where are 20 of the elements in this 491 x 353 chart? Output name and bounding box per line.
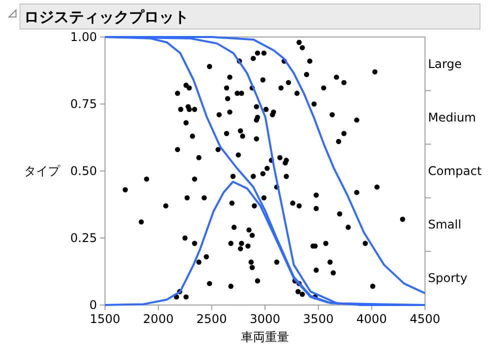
y-axis-title: タイプ [24, 164, 61, 178]
y-tick-label: 0.25 [70, 231, 97, 245]
x-tick-label: 3000 [250, 312, 280, 326]
x-tick-label: 4000 [356, 312, 387, 326]
x-tick-label: 1500 [90, 312, 120, 326]
x-tick-label: 3500 [303, 312, 334, 326]
text: Compact [428, 164, 482, 178]
x-axis-title: 車両重量 [241, 330, 289, 344]
y-tick-label: 0.75 [70, 97, 97, 111]
y-tick-label: 1.00 [70, 30, 97, 44]
chart-title: ロジスティックプロット [24, 8, 189, 26]
text: Small [428, 218, 462, 232]
y-tick-label: 0.50 [70, 164, 97, 178]
x-tick-label: 4500 [410, 312, 440, 326]
x-tick-label: 2000 [143, 312, 174, 326]
text: Large [428, 56, 462, 71]
x-tick-label: 2500 [196, 312, 227, 326]
y-tick-label: 0 [89, 298, 97, 312]
text: Medium [428, 110, 476, 124]
text: Sporty [428, 271, 468, 286]
